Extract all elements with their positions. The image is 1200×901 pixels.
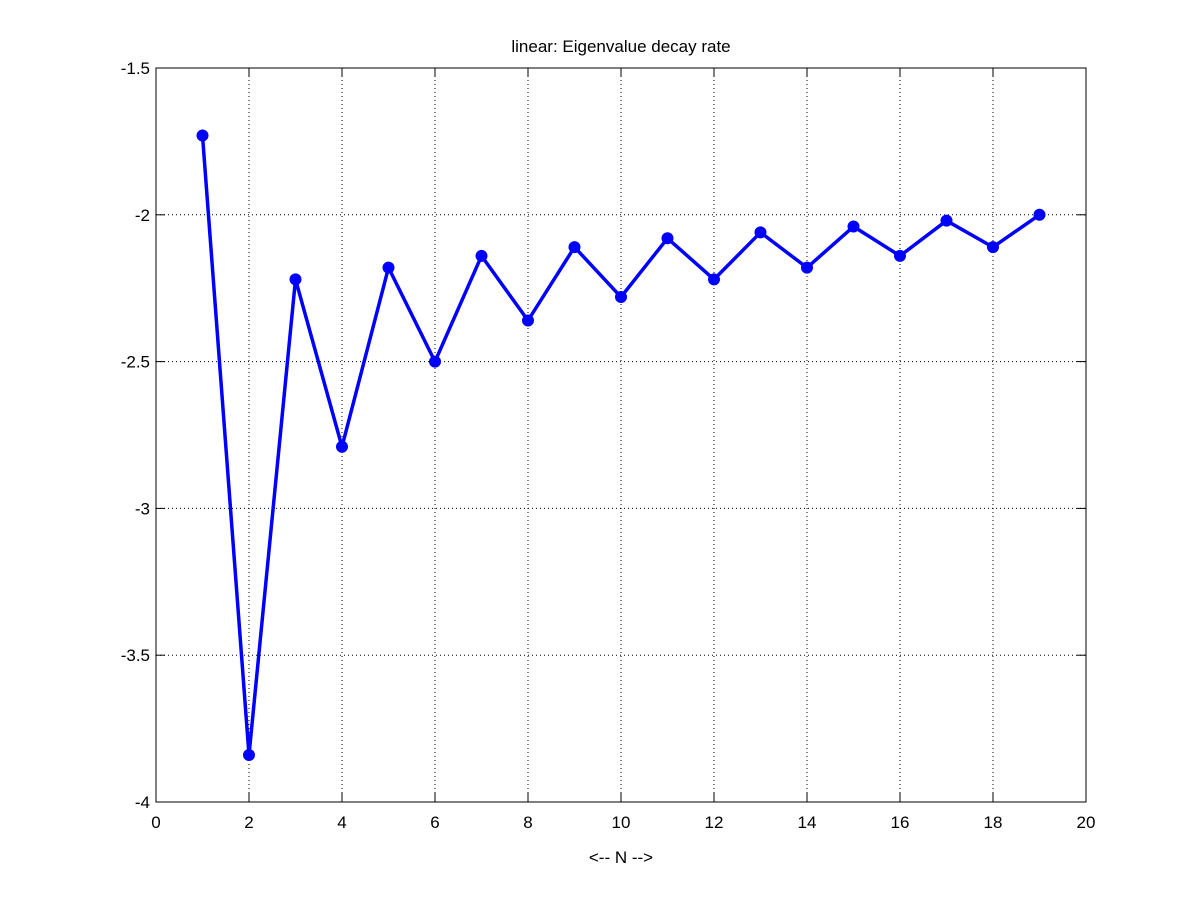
x-tick-label: 18 <box>984 813 1003 832</box>
x-tick-label: 20 <box>1077 813 1096 832</box>
y-tick-label: -3.5 <box>121 646 150 665</box>
data-point <box>847 220 860 233</box>
x-tick-label: 2 <box>244 813 253 832</box>
x-axis-label: <-- N --> <box>589 848 653 867</box>
x-tick-label: 8 <box>523 813 532 832</box>
y-tick-label: -1.5 <box>121 59 150 78</box>
data-point <box>987 241 999 254</box>
data-point <box>522 314 534 327</box>
data-point <box>196 129 209 142</box>
data-point <box>1033 208 1046 221</box>
data-point <box>661 232 674 245</box>
data-point <box>801 261 813 274</box>
x-tick-label: 0 <box>151 813 160 832</box>
x-tick-label: 6 <box>430 813 439 832</box>
data-point <box>615 291 627 304</box>
y-tick-label: -4 <box>135 793 150 812</box>
y-tick-label: -2 <box>135 206 150 225</box>
data-series <box>196 129 1046 762</box>
y-tick-label: -2.5 <box>121 353 150 372</box>
data-point <box>568 241 581 254</box>
axis-ticks: 0 2 4 6 8 10 12 14 16 18 20 -4 -3.5 -3 -2.5 -2 -1.5 <box>121 59 1096 832</box>
data-point <box>289 273 302 286</box>
data-point <box>475 249 488 262</box>
x-tick-label: 10 <box>612 813 631 832</box>
data-point <box>754 226 767 239</box>
x-tick-label: 14 <box>798 813 817 832</box>
chart-title: linear: Eigenvalue decay rate <box>511 37 730 56</box>
y-tick-label: -3 <box>135 499 150 518</box>
grid <box>156 68 1086 802</box>
axes-box <box>155 67 1087 803</box>
x-tick-label: 16 <box>891 813 910 832</box>
data-point <box>940 214 953 227</box>
data-point <box>336 440 348 453</box>
data-point <box>243 749 255 762</box>
data-point <box>429 355 441 368</box>
data-point <box>382 261 395 274</box>
data-point <box>708 273 720 286</box>
x-tick-label: 4 <box>337 813 346 832</box>
data-point <box>894 249 906 262</box>
x-tick-label: 12 <box>705 813 724 832</box>
